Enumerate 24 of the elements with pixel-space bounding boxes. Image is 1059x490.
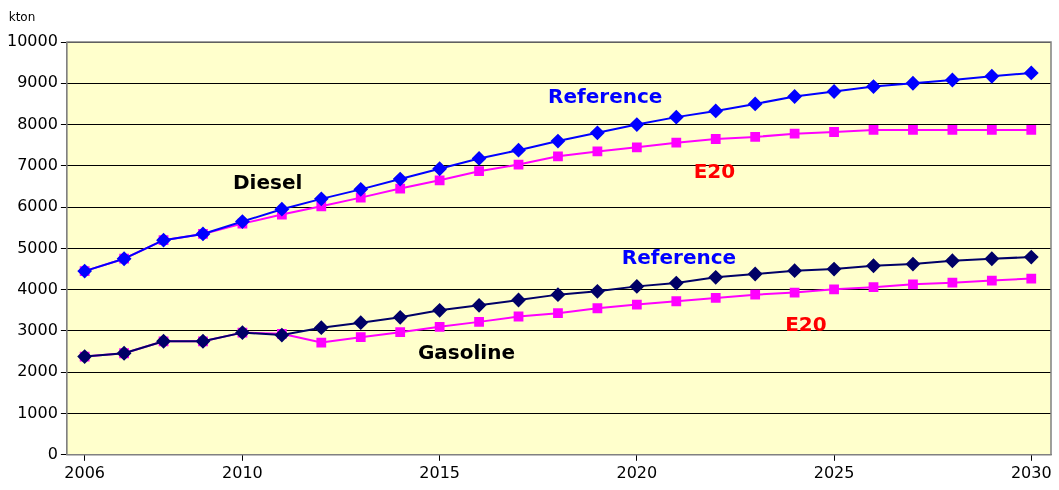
y-tick-label: 0 [47,443,58,463]
x-tick-label: 2030 [1010,462,1052,482]
annotation: Reference [548,83,663,108]
y-tick-label: 1000 [17,402,58,422]
y-tick-label: 9000 [17,72,58,92]
y-tick-label: 7000 [17,155,58,174]
x-tick-label: 2025 [813,462,855,482]
annotation: E20 [693,159,736,184]
x-tick-label: 2006 [64,462,106,482]
y-tick-label: 5000 [17,237,58,257]
y-tick-label: 8000 [17,113,58,133]
y-tick-label: 4000 [17,278,58,298]
y-tick-label: 6000 [17,196,58,216]
y-axis-title: kton [8,10,36,25]
annotation: Reference [621,244,737,269]
y-tick-label: 2000 [17,361,58,381]
x-tick-label: 2020 [616,462,658,482]
y-tick-label: 10000 [6,31,58,51]
x-tick-label: 2010 [222,462,263,482]
annotation: E20 [785,311,827,336]
annotation: Diesel [232,169,303,194]
annotation: Gasoline [417,340,515,365]
y-tick-label: 3000 [17,320,58,340]
x-tick-label: 2015 [419,462,460,482]
